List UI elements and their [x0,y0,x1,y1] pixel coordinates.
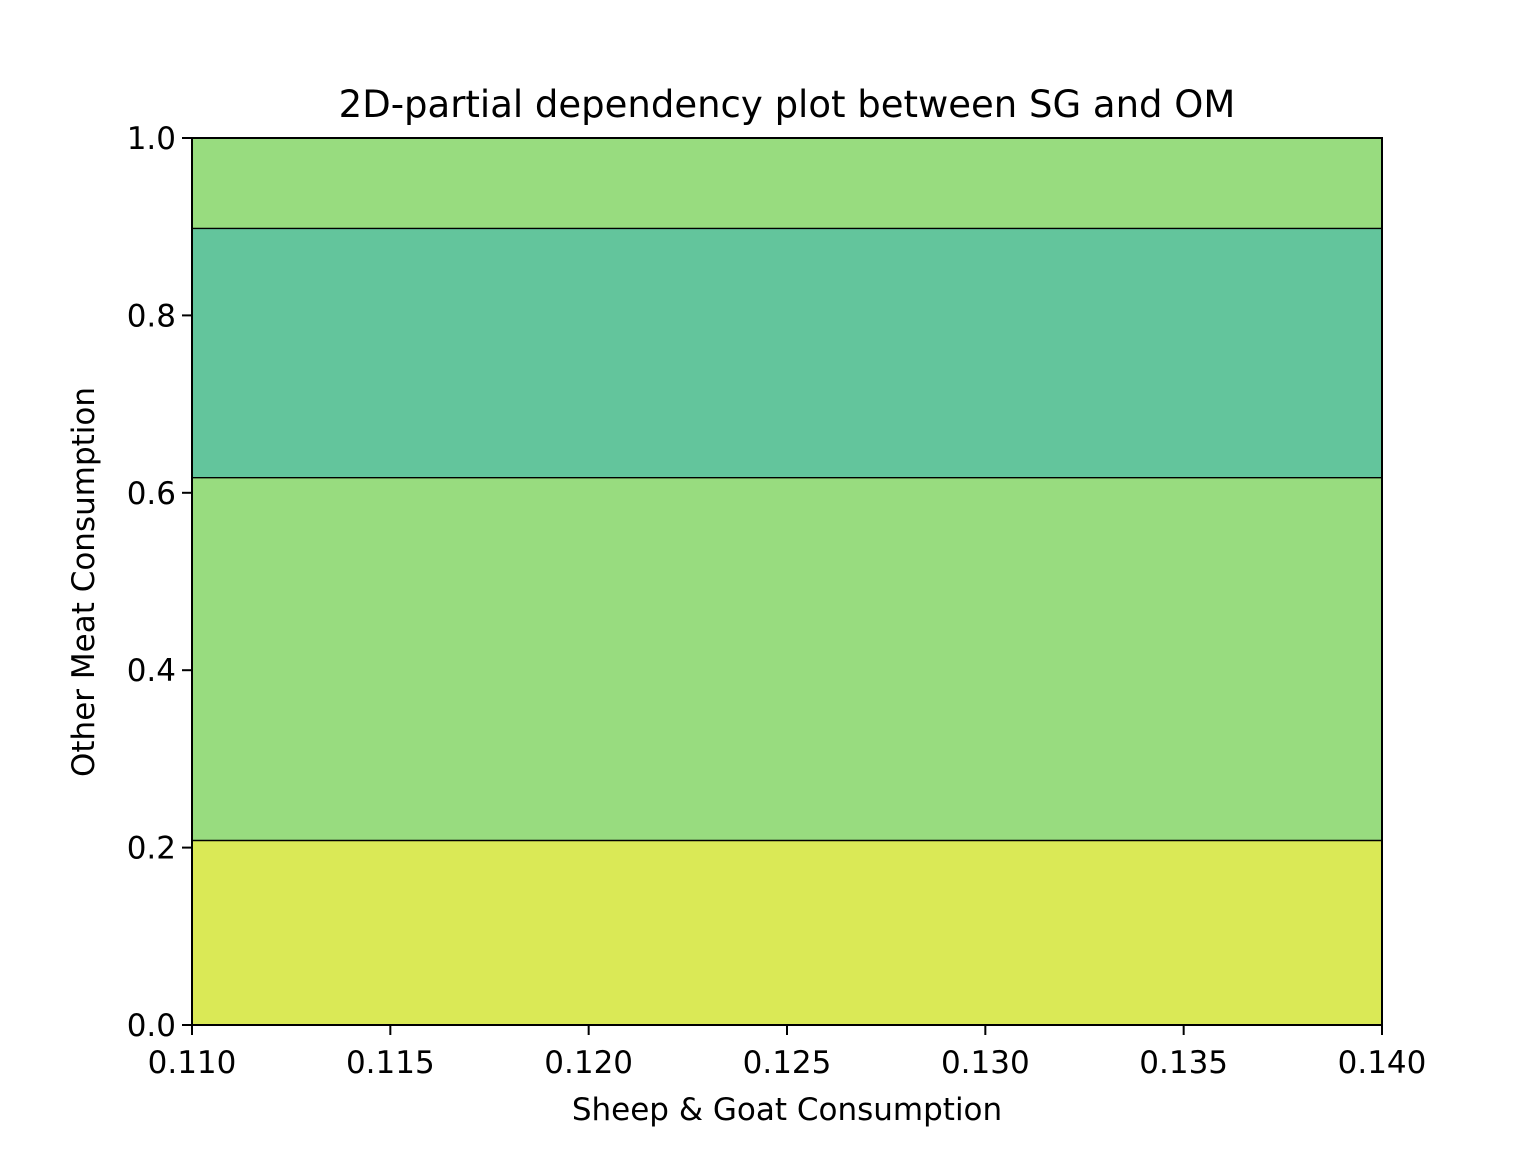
y-tick-label-1: 0.2 [127,831,176,867]
x-axis: 0.110 0.115 0.120 0.125 0.130 0.135 0.140 [148,1025,1427,1081]
y-tick-label-3: 0.6 [127,476,176,512]
y-axis-label: Other Meat Consumption [66,387,102,777]
x-axis-label: Sheep & Goat Consumption [572,1092,1002,1128]
x-tick-label-2: 0.120 [544,1045,633,1081]
y-tick-label-4: 0.8 [127,298,176,334]
y-axis: 0.0 0.2 0.4 0.6 0.8 1.0 [127,121,192,1044]
band-boundaries [192,227,1382,842]
x-tick-label-6: 0.140 [1338,1045,1427,1081]
y-tick-label-2: 0.4 [127,653,176,689]
contour-band-1 [192,477,1382,841]
y-tick-label-5: 1.0 [127,121,176,157]
x-tick-label-1: 0.115 [346,1045,435,1081]
contour-band-2 [192,228,1382,478]
contour-band-3 [192,138,1382,229]
y-tick-label-0: 0.0 [127,1008,176,1044]
contour-band-0 [192,840,1382,1025]
x-tick-label-3: 0.125 [743,1045,832,1081]
contour-bands [192,138,1382,1025]
x-tick-label-5: 0.135 [1139,1045,1228,1081]
chart-title: 2D-partial dependency plot between SG an… [339,83,1236,126]
x-tick-label-0: 0.110 [148,1045,237,1081]
x-tick-label-4: 0.130 [941,1045,1030,1081]
